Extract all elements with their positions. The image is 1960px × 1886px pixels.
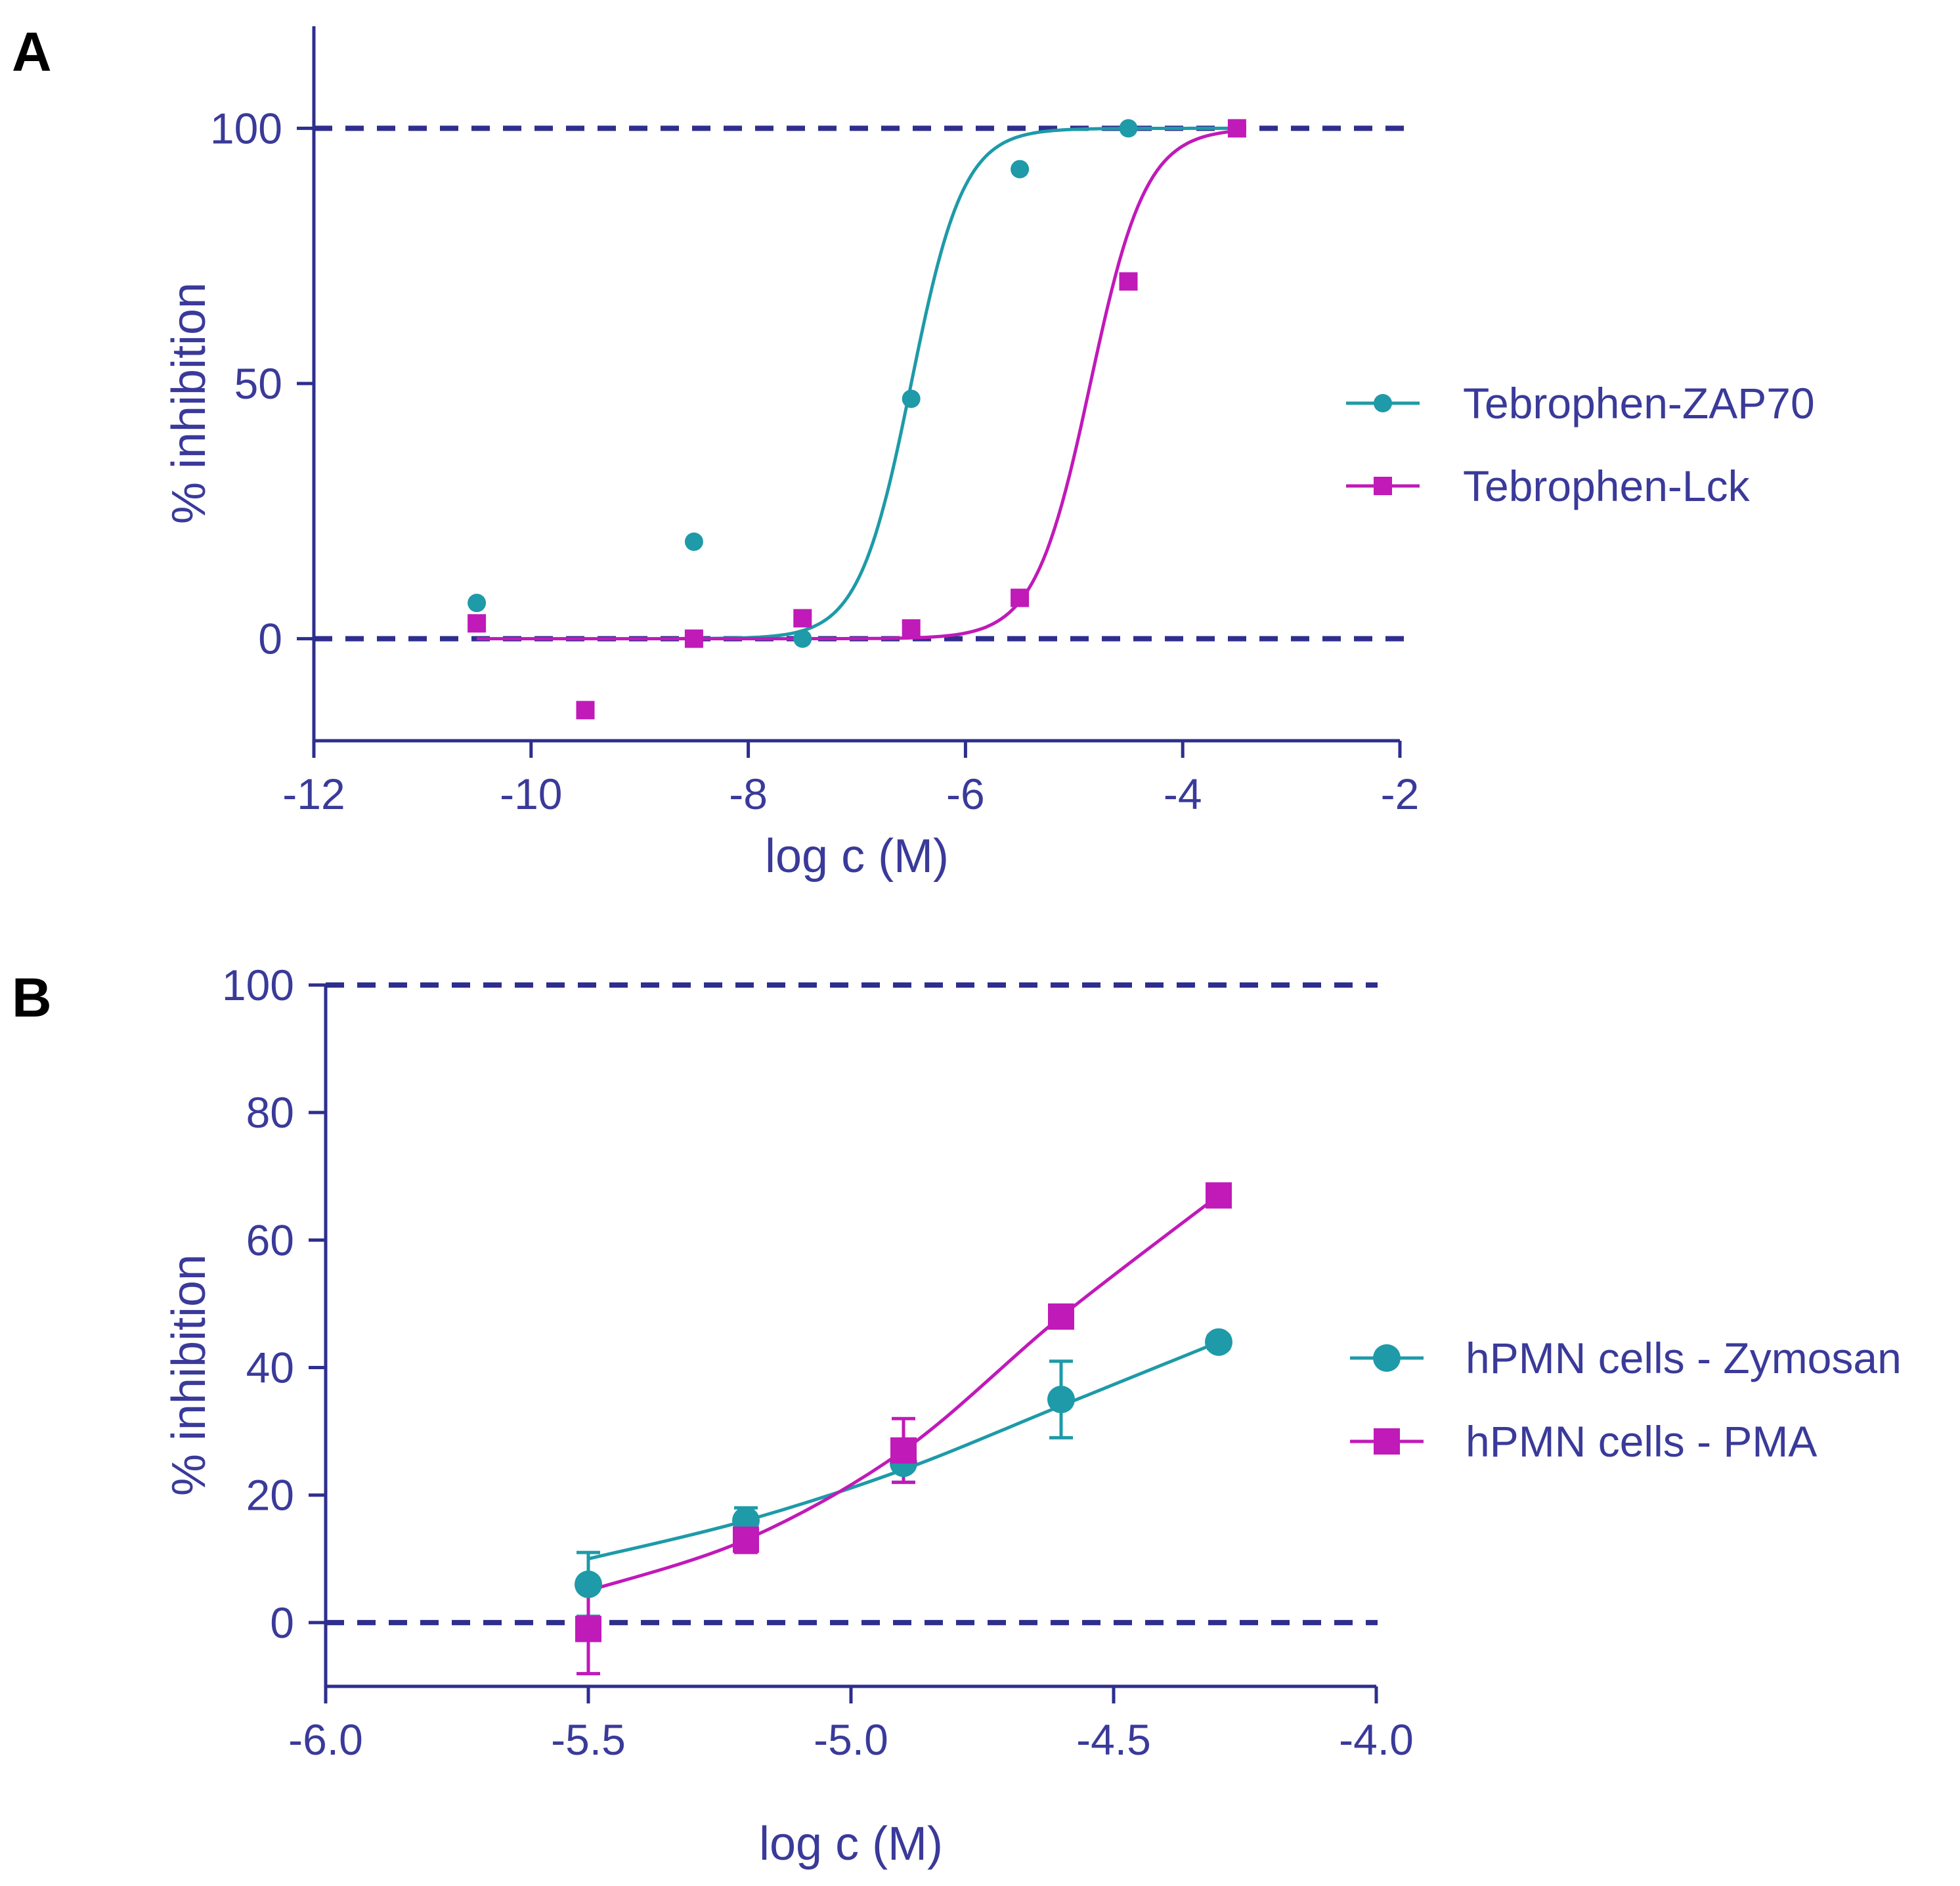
legend-marker-tebrophen-zap70	[1374, 394, 1392, 412]
y-tick-label: 50	[234, 359, 282, 408]
x-tick-label: -6.0	[288, 1715, 363, 1764]
legend-item-tebrophen-zap70: Tebrophen-ZAP70	[1346, 379, 1815, 428]
data-point-tebrophen-zap70	[684, 532, 703, 551]
panel-b-y-axis-label: % inhibition	[163, 1254, 215, 1496]
legend-item-tebrophen-lck: Tebrophen-Lck	[1346, 462, 1751, 510]
data-point-tebrophen-lck	[576, 701, 595, 720]
panel-a-y-axis-label: % inhibition	[163, 282, 215, 524]
legend-marker-hpmn-cells-zymosan	[1373, 1344, 1401, 1372]
panel-b-chart: B 0 20 40 60 80 100 -6.0 -5.5 -5.0 -4.5 -4.0 log c…	[12, 961, 1902, 1870]
y-tick-label: 0	[270, 1598, 294, 1647]
data-point-tebrophen-lck	[1119, 272, 1138, 291]
data-point-hpmn-cells-pma	[890, 1437, 917, 1464]
data-point-tebrophen-lck	[902, 619, 921, 638]
y-tick-label: 0	[258, 615, 282, 663]
panel-b-axes: 0 20 40 60 80 100 -6.0 -5.5 -5.0 -4.5 -4.0	[222, 961, 1414, 1764]
panel-a-x-axis-label: log c (M)	[765, 830, 949, 883]
panel-b-legend: hPMN cells - Zymosan hPMN cells - PMA	[1350, 1334, 1902, 1466]
y-tick-label: 60	[246, 1216, 294, 1264]
x-tick-label: -12	[282, 770, 345, 818]
data-point-tebrophen-lck	[684, 629, 703, 648]
x-tick-label: -5.5	[551, 1715, 626, 1764]
legend-label-tebrophen-lck: Tebrophen-Lck	[1463, 462, 1751, 510]
y-tick-label: 20	[246, 1471, 294, 1520]
x-tick-label: -6	[946, 770, 985, 818]
y-tick-label: 100	[222, 961, 294, 1009]
data-point-hpmn-cells-zymosan	[575, 1570, 602, 1598]
x-tick-label: -4.5	[1076, 1715, 1151, 1764]
panel-a-data-points	[468, 119, 1246, 720]
data-point-tebrophen-lck	[793, 609, 812, 628]
data-point-hpmn-cells-zymosan	[1205, 1328, 1232, 1356]
x-tick-label: -8	[729, 770, 768, 818]
legend-item-hpmn-zymosan: hPMN cells - Zymosan	[1350, 1334, 1902, 1382]
panel-a-legend: Tebrophen-ZAP70 Tebrophen-Lck	[1346, 379, 1815, 510]
data-point-hpmn-cells-pma	[733, 1526, 759, 1553]
data-point-tebrophen-zap70	[793, 629, 812, 648]
legend-marker-tebrophen-lck	[1374, 477, 1392, 495]
data-point-tebrophen-zap70	[902, 389, 921, 408]
panel-a-axes: 0 50 100 -12 -10 -8 -6 -4 -2	[210, 26, 1419, 818]
panel-b-fit-lines	[588, 1194, 1220, 1592]
fit-curve-tebrophen-zap70	[672, 126, 1237, 640]
panel-b-reference-lines	[326, 982, 1378, 1625]
x-tick-label: -4	[1164, 770, 1202, 818]
x-tick-label: -4.0	[1339, 1715, 1414, 1764]
panel-a-letter: A	[12, 21, 52, 83]
panel-a-chart: A 0 50 100 -12 -10 -8 -6 -4 -2 log c (M) % inhib…	[12, 21, 1815, 883]
data-point-hpmn-cells-pma	[1048, 1303, 1074, 1330]
data-point-tebrophen-zap70	[468, 594, 487, 613]
x-tick-label: -5.0	[814, 1715, 888, 1764]
x-tick-label: -10	[500, 770, 562, 818]
legend-label-tebrophen-zap70: Tebrophen-ZAP70	[1463, 379, 1815, 428]
data-point-hpmn-cells-zymosan	[1047, 1386, 1075, 1414]
panel-a-reference-lines	[314, 125, 1405, 642]
data-point-tebrophen-zap70	[1119, 119, 1138, 138]
panel-a-fit-curves	[477, 126, 1238, 641]
panel-b-x-axis-label: log c (M)	[759, 1818, 943, 1870]
legend-label-hpmn-pma: hPMN cells - PMA	[1466, 1417, 1817, 1466]
data-point-tebrophen-lck	[468, 614, 487, 633]
y-tick-label: 100	[210, 104, 282, 152]
panel-b-letter: B	[12, 967, 52, 1028]
fit-curve-tebrophen-lck	[477, 129, 1238, 641]
data-point-tebrophen-zap70	[1011, 160, 1030, 179]
data-point-hpmn-cells-pma	[575, 1615, 601, 1642]
legend-marker-hpmn-cells-pma	[1374, 1428, 1400, 1455]
y-tick-label: 40	[246, 1344, 294, 1392]
fit-line-hpmn-cells-pma	[588, 1194, 1220, 1592]
legend-label-hpmn-zymosan: hPMN cells - Zymosan	[1466, 1334, 1902, 1382]
data-point-tebrophen-lck	[1011, 588, 1030, 607]
data-point-tebrophen-lck	[1227, 119, 1246, 138]
panel-b-data-points	[575, 1182, 1232, 1642]
legend-item-hpmn-pma: hPMN cells - PMA	[1350, 1417, 1817, 1466]
y-tick-label: 80	[246, 1088, 294, 1137]
data-point-hpmn-cells-pma	[1206, 1182, 1232, 1209]
x-tick-label: -2	[1381, 770, 1420, 818]
